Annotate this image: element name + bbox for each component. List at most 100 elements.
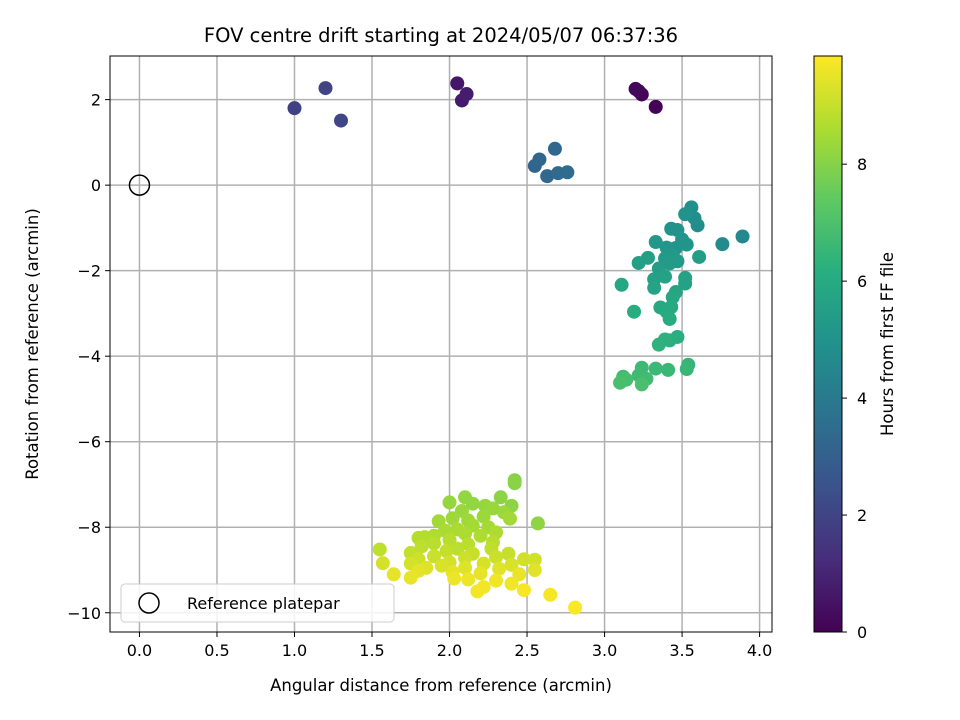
legend-box — [120, 583, 395, 623]
data-point — [493, 490, 508, 505]
data-point — [447, 571, 462, 586]
data-point — [465, 496, 480, 511]
data-point — [679, 362, 694, 377]
data-point — [334, 113, 349, 128]
x-tick-label: 1.0 — [282, 641, 307, 660]
y-tick-label: −8 — [77, 518, 101, 537]
data-point — [459, 87, 474, 102]
colorbar-ticks: 0 2 4 6 8 — [842, 155, 867, 642]
data-point — [485, 501, 500, 516]
y-tick-label: −10 — [67, 604, 101, 623]
data-point — [648, 361, 663, 376]
data-point — [648, 99, 663, 114]
reference-platepar-marker — [128, 174, 151, 196]
y-tick-label: −4 — [77, 347, 101, 366]
data-point — [678, 276, 693, 291]
legend: Reference platepar — [120, 583, 395, 623]
data-point — [658, 269, 673, 284]
data-point — [614, 277, 629, 292]
data-point — [540, 169, 555, 184]
x-tick-label: 0.0 — [127, 641, 152, 660]
y-axis-label: Rotation from reference (arcmin) — [23, 208, 42, 480]
data-point — [476, 509, 491, 524]
data-point — [516, 552, 531, 567]
data-point — [461, 572, 476, 587]
y-tick-label: −6 — [77, 433, 101, 452]
data-point — [507, 476, 522, 491]
colorbar-tick-label: 4 — [857, 389, 867, 408]
data-point — [664, 221, 679, 236]
plot-frame — [109, 55, 773, 633]
y-tick-label: 2 — [91, 91, 101, 110]
data-point — [631, 255, 646, 270]
data-point — [662, 311, 677, 326]
scatter-points — [287, 76, 750, 615]
data-point — [458, 551, 473, 566]
colorbar-tick-label: 8 — [857, 155, 867, 174]
data-point — [501, 546, 516, 561]
data-point — [489, 573, 504, 588]
x-tick-label: 0.5 — [204, 641, 229, 660]
data-point — [647, 280, 662, 295]
data-point — [427, 536, 442, 551]
data-point — [414, 539, 429, 554]
data-point — [504, 557, 519, 572]
data-point — [512, 567, 527, 582]
colorbar-tick-label: 2 — [857, 506, 867, 525]
x-tick-label: 4.0 — [747, 641, 772, 660]
data-point — [473, 566, 488, 581]
data-point — [692, 249, 707, 264]
colorbar-tick-label: 0 — [857, 623, 867, 642]
data-point — [318, 81, 333, 96]
data-point — [527, 552, 542, 567]
chart-title: FOV centre drift starting at 2024/05/07 … — [204, 24, 678, 47]
data-point — [450, 76, 465, 91]
x-tick-label: 3.5 — [669, 641, 694, 660]
data-point — [634, 377, 649, 392]
data-point — [527, 562, 542, 577]
data-point — [715, 237, 730, 252]
data-point — [372, 542, 387, 557]
data-point — [648, 235, 663, 250]
colorbar-tick-label: 6 — [857, 272, 867, 291]
data-point — [502, 511, 517, 526]
data-point — [439, 544, 454, 559]
y-tick-label: −2 — [77, 262, 101, 281]
data-point — [470, 584, 485, 599]
data-point — [543, 587, 558, 602]
data-point — [628, 81, 643, 96]
colorbar-label: Hours from first FF file — [878, 252, 897, 436]
x-axis-label: Angular distance from reference (arcmin) — [270, 676, 612, 695]
x-tick-label: 3.0 — [592, 641, 617, 660]
data-point — [661, 362, 676, 377]
x-tick-label: 1.5 — [359, 641, 384, 660]
data-point — [458, 560, 473, 575]
data-point — [516, 583, 531, 598]
data-point — [375, 556, 390, 571]
grid — [110, 56, 772, 632]
x-tick-label: 2.5 — [514, 641, 539, 660]
data-point — [504, 576, 519, 591]
data-point — [442, 495, 457, 510]
data-point — [492, 561, 507, 576]
y-axis-ticks: 2 0 −2 −4 −6 −8 −10 — [67, 91, 110, 623]
data-point — [473, 528, 488, 543]
x-tick-label: 2.0 — [437, 641, 462, 660]
data-point — [458, 526, 473, 541]
data-point — [434, 558, 449, 573]
data-point — [735, 229, 750, 244]
data-point — [489, 550, 504, 565]
data-point — [403, 570, 418, 585]
x-axis-ticks: 0.0 0.5 1.0 1.5 2.0 2.5 3.0 3.5 4.0 — [127, 632, 772, 660]
legend-label: Reference platepar — [187, 594, 340, 613]
legend-marker-open-circle — [138, 592, 160, 614]
data-point — [547, 141, 562, 156]
data-point — [613, 375, 628, 390]
data-point — [679, 237, 694, 252]
data-point — [287, 101, 302, 116]
colorbar — [813, 55, 843, 633]
data-point — [560, 165, 575, 180]
data-point — [627, 304, 642, 319]
data-point — [427, 549, 442, 564]
